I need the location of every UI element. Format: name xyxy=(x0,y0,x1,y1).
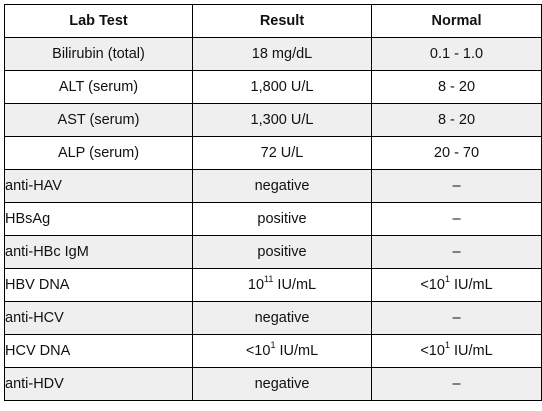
cell-result: positive xyxy=(192,202,372,236)
table-row: anti-HAV negative – xyxy=(4,169,542,203)
cell-normal: – xyxy=(371,367,542,401)
cell-lab-test: Bilirubin (total) xyxy=(4,37,193,71)
result-base: <10 xyxy=(245,343,271,359)
cell-normal: – xyxy=(371,169,542,203)
cell-lab-test: anti-HCV xyxy=(4,301,193,335)
cell-lab-test: anti-HDV xyxy=(4,367,193,401)
cell-result: 1,800 U/L xyxy=(192,70,372,104)
table-row: ALP (serum) 72 U/L 20 - 70 xyxy=(4,136,542,170)
cell-result: 72 U/L xyxy=(192,136,372,170)
cell-result: negative xyxy=(192,367,372,401)
normal-base: <10 xyxy=(420,343,445,359)
cell-normal: <101 IU/mL xyxy=(371,268,542,302)
cell-normal: – xyxy=(371,301,542,335)
table-row: anti-HBc IgM positive – xyxy=(4,235,542,269)
cell-result: 1,300 U/L xyxy=(192,103,372,137)
cell-normal: 0.1 - 1.0 xyxy=(371,37,542,71)
table-row: AST (serum) 1,300 U/L 8 - 20 xyxy=(4,103,542,137)
cell-lab-test: anti-HBc IgM xyxy=(4,235,193,269)
table-row: anti-HDV negative – xyxy=(4,367,542,401)
header-lab-test: Lab Test xyxy=(4,4,193,38)
result-unit: IU/mL xyxy=(275,343,319,359)
normal-unit: IU/mL xyxy=(449,343,493,359)
cell-lab-test: anti-HAV xyxy=(4,169,193,203)
normal-unit: IU/mL xyxy=(449,277,493,293)
table-row: anti-HCV negative – xyxy=(4,301,542,335)
table-header-row: Lab Test Result Normal xyxy=(4,4,542,38)
cell-normal: 8 - 20 xyxy=(371,103,542,137)
cell-lab-test: AST (serum) xyxy=(4,103,193,137)
cell-lab-test: HBsAg xyxy=(4,202,193,236)
cell-result: 1011 IU/mL xyxy=(192,268,372,302)
table-row: ALT (serum) 1,800 U/L 8 - 20 xyxy=(4,70,542,104)
normal-exponent: 1 xyxy=(444,340,450,350)
cell-lab-test: ALT (serum) xyxy=(4,70,193,104)
header-result: Result xyxy=(192,4,372,38)
cell-lab-test: HCV DNA xyxy=(4,334,193,368)
cell-result: positive xyxy=(192,235,372,269)
table-row: HBV DNA 1011 IU/mL <101 IU/mL xyxy=(4,268,542,302)
table-row: HCV DNA <101 IU/mL <101 IU/mL xyxy=(4,334,542,368)
result-exponent: 11 xyxy=(264,274,274,284)
table-row: HBsAg positive – xyxy=(4,202,542,236)
cell-lab-test: ALP (serum) xyxy=(4,136,193,170)
cell-normal: – xyxy=(371,202,542,236)
result-base: 10 xyxy=(247,277,265,293)
normal-exponent: 1 xyxy=(444,274,450,284)
cell-normal: 20 - 70 xyxy=(371,136,542,170)
lab-results-table: Lab Test Result Normal Bilirubin (total)… xyxy=(4,4,542,401)
cell-normal: <101 IU/mL xyxy=(371,334,542,368)
cell-result: 18 mg/dL xyxy=(192,37,372,71)
result-unit: IU/mL xyxy=(273,277,317,293)
result-exponent: 1 xyxy=(270,340,276,350)
cell-normal: – xyxy=(371,235,542,269)
cell-result: negative xyxy=(192,301,372,335)
normal-base: <10 xyxy=(420,277,445,293)
header-normal: Normal xyxy=(371,4,542,38)
cell-lab-test: HBV DNA xyxy=(4,268,193,302)
cell-normal: 8 - 20 xyxy=(371,70,542,104)
table-row: Bilirubin (total) 18 mg/dL 0.1 - 1.0 xyxy=(4,37,542,71)
cell-result: negative xyxy=(192,169,372,203)
cell-result: <101 IU/mL xyxy=(192,334,372,368)
